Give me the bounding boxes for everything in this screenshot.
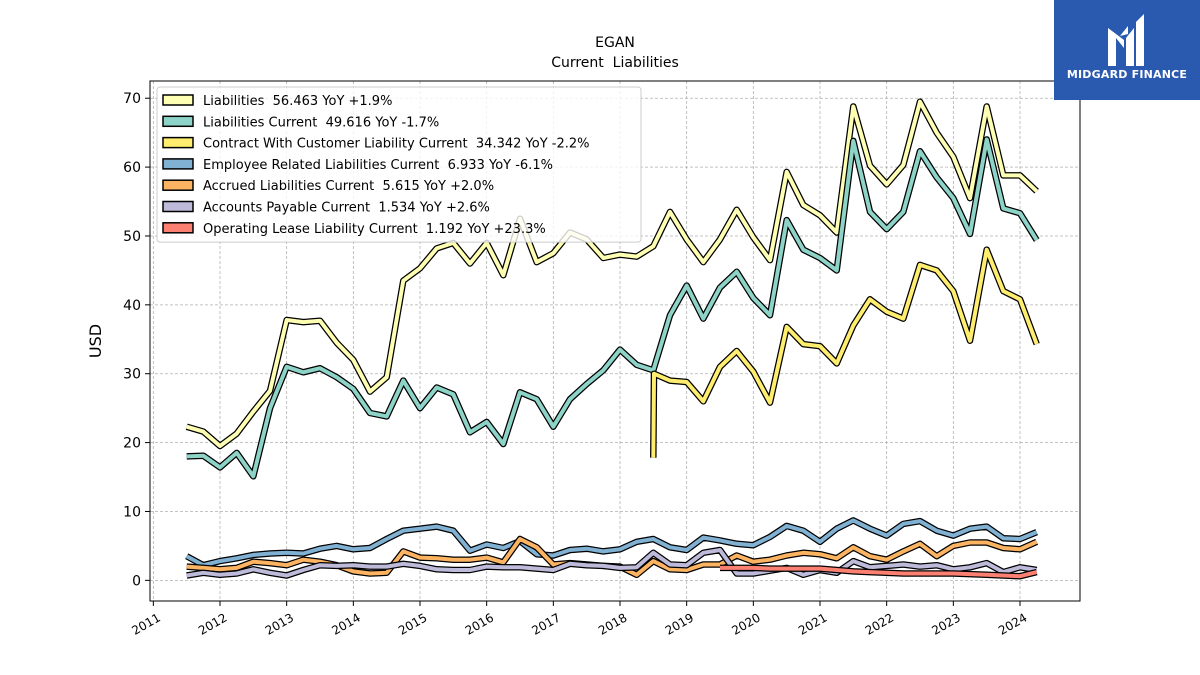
y-tick-label: 10 xyxy=(123,504,141,520)
x-tick-label: 2019 xyxy=(663,610,696,637)
series-3 xyxy=(185,517,1038,569)
legend-entry: Contract With Customer Liability Current… xyxy=(203,137,589,152)
y-tick-label: 50 xyxy=(123,229,141,245)
brand-logo: MIDGARD FINANCE xyxy=(1054,0,1200,100)
plot-frame xyxy=(149,80,1081,602)
series-6 xyxy=(720,564,1038,580)
legend-entry: Liabilities 56.463 YoY +1.9% xyxy=(203,94,392,109)
chart-title: EGAN xyxy=(595,35,635,51)
y-tick-label: 60 xyxy=(123,160,141,176)
x-tick-label: 2017 xyxy=(529,610,562,637)
midgard-logo-icon xyxy=(1108,14,1144,66)
legend-swatch xyxy=(162,179,194,191)
series-line xyxy=(186,137,1039,479)
series-1 xyxy=(186,136,1040,480)
y-tick-label: 20 xyxy=(123,436,141,452)
series-0 xyxy=(185,98,1039,450)
chart-subtitle: Current Liabilities xyxy=(551,55,679,71)
series-5 xyxy=(186,546,1038,579)
legend-swatch xyxy=(162,94,194,106)
x-tick-label: 2016 xyxy=(463,610,496,637)
series-2 xyxy=(650,246,1040,458)
x-tick-label: 2012 xyxy=(196,610,229,637)
x-tick-label: 2022 xyxy=(863,610,896,637)
series-line xyxy=(720,565,1038,579)
legend-entry: Liabilities Current 49.616 YoY -1.7% xyxy=(203,115,439,130)
legend-entry: Accounts Payable Current 1.534 YoY +2.6% xyxy=(203,201,490,216)
legend-swatch xyxy=(162,115,194,128)
legend-swatch xyxy=(162,158,194,170)
y-axis-label: USD xyxy=(86,324,105,358)
y-tick-label: 30 xyxy=(123,367,141,383)
legend-box xyxy=(156,86,642,243)
x-tick-label: 2021 xyxy=(796,610,829,637)
series-line xyxy=(186,99,1039,448)
x-tick-label: 2023 xyxy=(929,610,962,637)
x-tick-label: 2024 xyxy=(996,610,1029,637)
x-tick-label: 2020 xyxy=(729,610,762,637)
x-tick-label: 2014 xyxy=(329,610,362,637)
legend-swatch xyxy=(162,222,194,234)
series-line xyxy=(651,247,1039,458)
legend-entry: Accrued Liabilities Current 5.615 YoY +2… xyxy=(203,179,494,194)
series-line xyxy=(185,518,1038,568)
x-tick-label: 2013 xyxy=(263,610,296,637)
legend-swatch xyxy=(162,200,194,213)
y-tick-label: 0 xyxy=(132,573,141,589)
y-tick-label: 70 xyxy=(123,91,141,107)
series-line xyxy=(186,548,1038,578)
legend-entry: Operating Lease Liability Current 1.192 … xyxy=(203,222,546,237)
legend-entry: Employee Related Liabilities Current 6.9… xyxy=(203,158,553,173)
legend: Liabilities 56.463 YoY +1.9% Liabilities … xyxy=(156,86,642,243)
legend-swatch xyxy=(162,136,194,149)
x-tick-label: 2015 xyxy=(396,610,429,637)
series-lines xyxy=(185,98,1040,580)
y-tick-label: 40 xyxy=(123,298,141,314)
logo-text: MIDGARD FINANCE xyxy=(1066,68,1188,81)
x-tick-label: 2011 xyxy=(129,610,162,637)
x-tick-label: 2018 xyxy=(596,610,629,637)
